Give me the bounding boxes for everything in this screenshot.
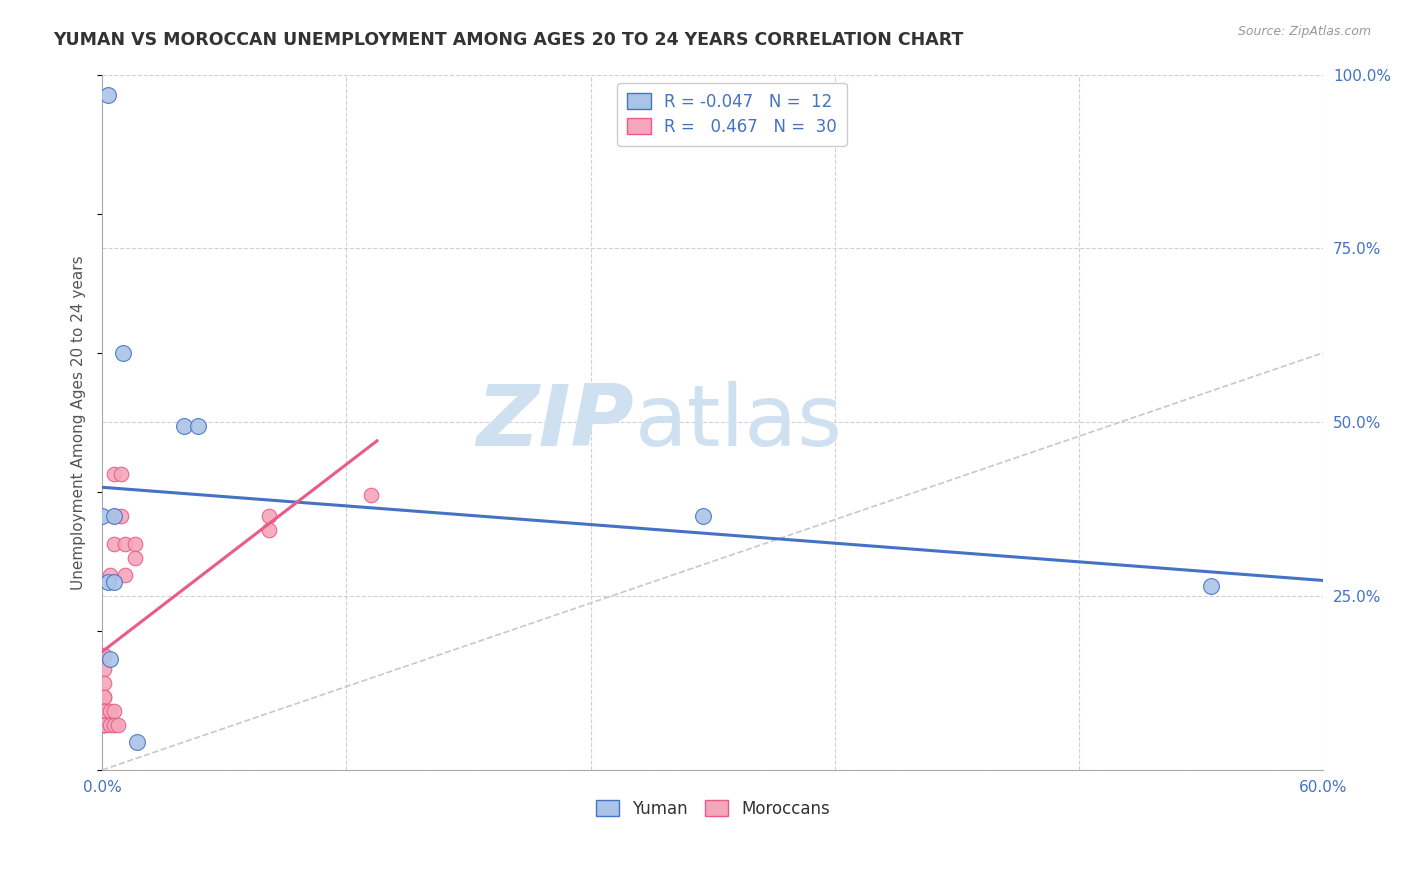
Point [187, 418, 209, 433]
Point [103, 509, 125, 524]
Text: ZIP: ZIP [475, 381, 633, 464]
Text: YUMAN VS MOROCCAN UNEMPLOYMENT AMONG AGES 20 TO 24 YEARS CORRELATION CHART: YUMAN VS MOROCCAN UNEMPLOYMENT AMONG AGE… [53, 31, 963, 49]
Point [103, 575, 125, 590]
Point [173, 418, 195, 433]
Point [103, 509, 125, 524]
Point [111, 345, 134, 359]
Y-axis label: Unemployment Among Ages 20 to 24 years: Unemployment Among Ages 20 to 24 years [72, 255, 86, 590]
Point [103, 467, 125, 482]
Point [97, 575, 120, 590]
Point [93, 704, 115, 718]
Point [93, 704, 115, 718]
Point [360, 488, 382, 502]
Point [97, 88, 120, 103]
Point [98, 568, 121, 582]
Point [93, 718, 115, 732]
Point [98, 704, 121, 718]
Point [110, 509, 132, 524]
Point [93, 704, 115, 718]
Point [91, 509, 114, 524]
Point [93, 662, 115, 676]
Point [257, 523, 280, 537]
Point [114, 568, 136, 582]
Point [93, 718, 115, 732]
Point [692, 509, 714, 524]
Point [124, 550, 146, 565]
Point [93, 690, 115, 704]
Point [103, 537, 125, 551]
Point [93, 718, 115, 732]
Point [103, 704, 125, 718]
Text: atlas: atlas [634, 381, 842, 464]
Legend: Yuman, Moroccans: Yuman, Moroccans [589, 793, 837, 824]
Point [103, 718, 125, 732]
Point [1201, 579, 1223, 593]
Point [93, 676, 115, 690]
Point [107, 718, 129, 732]
Text: Source: ZipAtlas.com: Source: ZipAtlas.com [1237, 25, 1371, 38]
Point [110, 467, 132, 482]
Point [93, 704, 115, 718]
Point [124, 537, 146, 551]
Point [125, 735, 148, 749]
Point [98, 651, 121, 665]
Point [114, 537, 136, 551]
Point [257, 509, 280, 524]
Point [93, 690, 115, 704]
Point [98, 718, 121, 732]
Point [93, 648, 115, 663]
